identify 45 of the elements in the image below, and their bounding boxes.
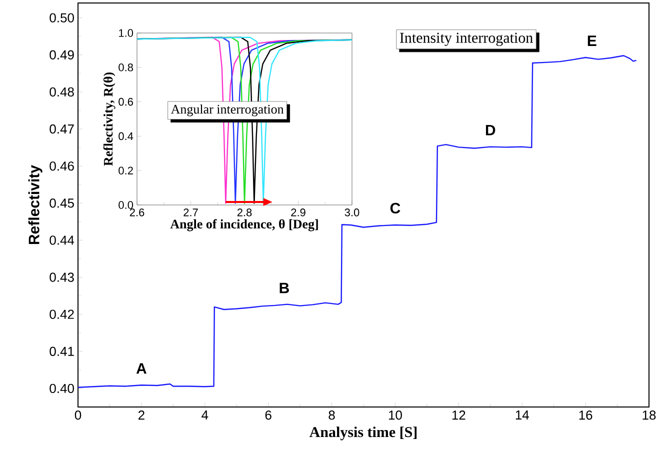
x-tick-label: 0 [74,410,82,420]
y-tick-label: 0.49 [50,50,74,60]
y-axis-title: Reflectivity [28,165,42,244]
x-tick-label: 2.6 [130,208,144,216]
x-axis-title: Angle of incidence, θ [Deg] [170,219,318,232]
y-tick-label: 0.44 [50,236,74,245]
y-tick-label: 0.46 [50,161,74,171]
y-tick-label: 0.47 [50,124,74,134]
y-tick-label: 0.43 [50,272,74,282]
y-tick-label: 0.40 [50,384,74,394]
x-tick-label: 18 [642,410,656,420]
annotation: Intensity interrogation [400,32,533,46]
y-axis-title: Reflectivity, R(θ) [103,72,116,166]
x-tick-label: 2.7 [184,208,198,216]
y-tick-label: 0.0 [118,201,134,209]
x-tick-label: 8 [328,410,335,420]
x-tick-label: 6 [265,410,272,420]
x-tick-label: 2.8 [237,208,252,216]
x-tick-label: 4 [202,410,208,420]
y-tick-label: 0.50 [50,13,74,22]
annotation: C [390,202,400,214]
x-tick-label: 2 [138,410,144,420]
x-tick-label: 16 [579,410,592,420]
line-series [136,36,353,204]
x-tick-label: 2.9 [291,208,306,216]
x-tick-label: 12 [452,410,466,420]
y-tick-label: 1.0 [119,29,134,37]
annotation: A [136,363,146,374]
y-tick-label: 0.45 [50,198,74,208]
annotation: Angular interrogation [170,104,284,116]
line-series [77,55,637,388]
x-tick-label: 10 [388,410,402,420]
annotation: B [280,282,289,294]
annotation: D [486,124,496,136]
y-tick-label: 0.42 [50,310,74,319]
y-tick-label: 0.2 [118,166,133,174]
y-tick-label: 0.8 [118,64,133,72]
y-tick-label: 0.48 [50,87,74,97]
y-tick-label: 0.6 [118,98,133,106]
x-tick-label: 14 [516,410,529,420]
x-tick-label: 3.0 [344,208,360,216]
y-tick-label: 0.41 [50,346,74,356]
annotation: E [588,36,596,46]
x-axis-title: Analysis time [S] [309,426,417,440]
y-tick-label: 0.4 [118,132,134,140]
